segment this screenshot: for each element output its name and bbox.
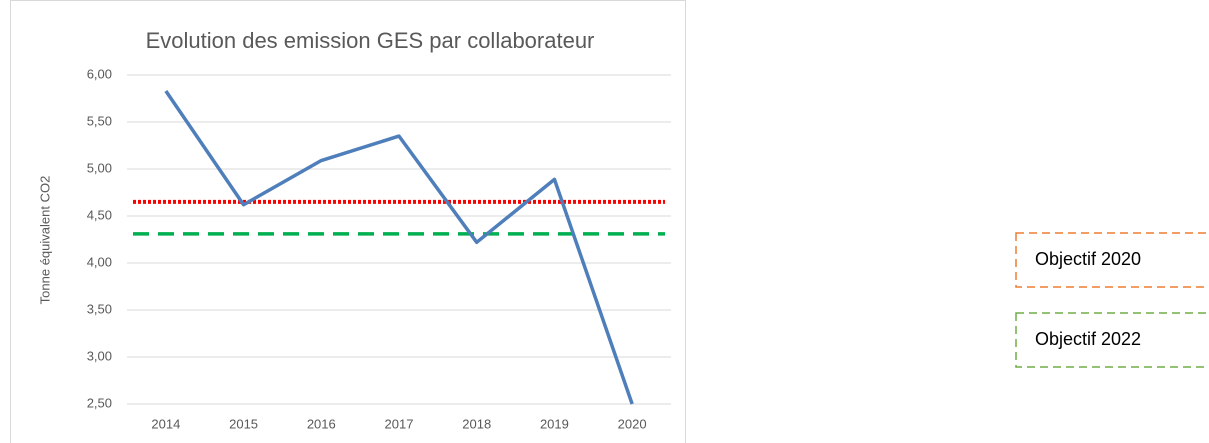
chart-frame: [10, 0, 686, 443]
y-tick-label: 3,00: [87, 348, 112, 363]
x-tick-label: 2015: [229, 416, 258, 431]
annotation-text: Objectif 2020: [1035, 249, 1141, 269]
annotation-box: [1015, 232, 1209, 288]
y-tick-label: 2,50: [87, 395, 112, 410]
y-tick-label: 3,50: [87, 301, 112, 316]
x-tick-label: 2018: [462, 416, 491, 431]
chart-title: Evolution des emission GES par collabora…: [146, 28, 595, 53]
x-tick-label: 2020: [618, 416, 647, 431]
data-line: [164, 89, 634, 405]
x-tick-label: 2016: [307, 416, 336, 431]
y-tick-label: 5,50: [87, 113, 112, 128]
y-tick-label: 4,00: [87, 254, 112, 269]
y-tick-label: 5,00: [87, 160, 112, 175]
y-tick-label: 4,50: [87, 207, 112, 222]
x-tick-label: 2014: [151, 416, 180, 431]
x-tick-label: 2017: [385, 416, 414, 431]
y-tick-label: 6,00: [87, 66, 112, 81]
y-axis-label: Tonne équivalent CO2: [37, 176, 52, 305]
x-tick-label: 2019: [540, 416, 569, 431]
annotation-text: Objectif 2022: [1035, 329, 1141, 349]
annotation-box: [1015, 312, 1209, 368]
